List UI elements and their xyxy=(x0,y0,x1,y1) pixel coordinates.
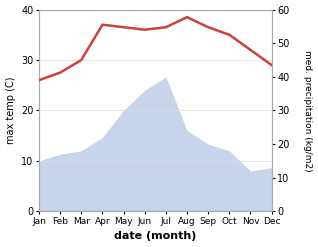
Y-axis label: max temp (C): max temp (C) xyxy=(5,77,16,144)
X-axis label: date (month): date (month) xyxy=(114,231,197,242)
Y-axis label: med. precipitation (kg/m2): med. precipitation (kg/m2) xyxy=(303,50,313,171)
